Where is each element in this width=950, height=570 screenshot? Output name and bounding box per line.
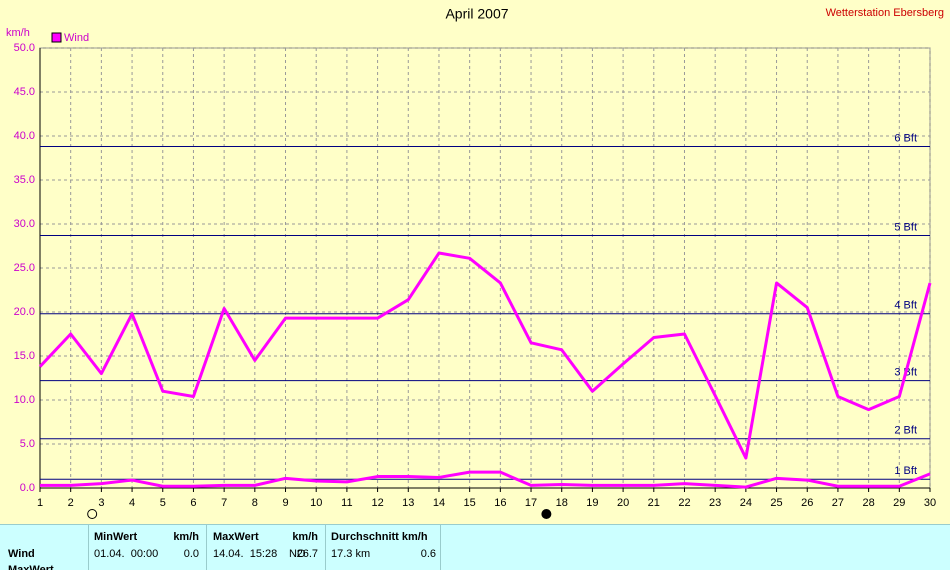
legend-swatch (51, 32, 62, 43)
column-title: Durchschnitt km/h (331, 531, 428, 543)
x-tick-label: 26 (801, 497, 813, 509)
stats-table: MinWert km/h MaxWert km/h Durchschnitt km/h W… (0, 524, 950, 570)
x-tick-label: 19 (586, 497, 598, 509)
x-tick-label: 6 (190, 497, 196, 509)
wind-line (38, 251, 932, 460)
x-tick-label: 18 (556, 497, 568, 509)
x-tick-label: 5 (160, 497, 166, 509)
moon-marker (87, 509, 98, 519)
x-tick-label: 25 (770, 497, 782, 509)
y-axis-label: km/h (6, 27, 30, 39)
x-tick-label: 24 (740, 497, 752, 509)
reference-label: 4 Bft (894, 300, 917, 312)
x-tick-label: 10 (310, 497, 322, 509)
source: Wetterstation Ebersberg (826, 7, 944, 19)
y-tick-label: 25.0 (14, 262, 35, 274)
separator (206, 525, 207, 570)
x-tick-label: 11 (341, 497, 352, 509)
chart: April 2007 Wetterstation Ebersberg km/h … (6, 6, 944, 519)
y-tick-label: 45.0 (14, 86, 35, 98)
y-tick-label: 40.0 (14, 130, 35, 142)
cell-value: 0.0 (183, 548, 199, 560)
separator (88, 525, 89, 570)
column-title: MinWert (94, 531, 138, 543)
x-tick-label: 29 (893, 497, 905, 509)
reference-label: 6 Bft (894, 132, 917, 144)
x-tick-label: 13 (402, 497, 414, 509)
legend-label: Wind (64, 32, 89, 44)
x-tick-label: 12 (371, 497, 383, 509)
row-label: Wind (8, 548, 35, 560)
x-tick-label: 2 (68, 497, 74, 509)
x-tick-label: 14 (433, 497, 445, 509)
x-tick-label: 21 (648, 497, 660, 509)
moon-marker (541, 509, 552, 519)
y-tick-label: 35.0 (14, 174, 35, 186)
x-tick-label: 3 (98, 497, 104, 509)
row-label: MaxWert (8, 564, 54, 570)
separator (440, 525, 441, 570)
x-tick-label: 20 (617, 497, 629, 509)
y-tick-label: 20.0 (14, 306, 35, 318)
y-tick-label: 0.0 (20, 482, 35, 494)
x-tick-label: 9 (282, 497, 288, 509)
column-title: MaxWert (213, 531, 259, 543)
x-tick-label: 4 (129, 497, 135, 509)
x-tick-label: 23 (709, 497, 721, 509)
cell-text: 01.04. 00:00 (94, 548, 159, 560)
cell-text: 14.04. 15:28 (213, 548, 278, 560)
x-tick-label: 15 (464, 497, 476, 509)
reference-label: 2 Bft (894, 425, 917, 437)
x-tick-label: 1 (37, 497, 43, 509)
x-tick-label: 8 (252, 497, 258, 509)
column-unit: km/h (292, 531, 318, 543)
x-tick-label: 17 (525, 497, 537, 509)
cell-value: 26.7 (296, 548, 318, 560)
wind-line (40, 470, 931, 489)
cell-text: 17.3 km (331, 548, 371, 560)
x-tick-label: 7 (221, 497, 227, 509)
x-tick-label: 16 (494, 497, 506, 509)
x-tick-label: 22 (678, 497, 690, 509)
y-tick-label: 15.0 (14, 350, 35, 362)
cell-text: NO (289, 548, 306, 560)
cell-value: 0.6 (420, 548, 436, 560)
y-tick-label: 5.0 (20, 438, 35, 450)
separator (325, 525, 326, 570)
x-tick-label: 30 (924, 497, 936, 509)
x-tick-label: 28 (862, 497, 874, 509)
reference-label: 5 Bft (894, 221, 917, 233)
reference-label: 1 Bft (894, 465, 917, 477)
chart-title: April 2007 (445, 6, 508, 22)
y-tick-label: 30.0 (14, 218, 35, 230)
y-tick-label: 50.0 (14, 42, 35, 54)
column-unit: km/h (173, 531, 199, 543)
x-tick-label: 27 (832, 497, 844, 509)
y-tick-label: 10.0 (14, 394, 35, 406)
